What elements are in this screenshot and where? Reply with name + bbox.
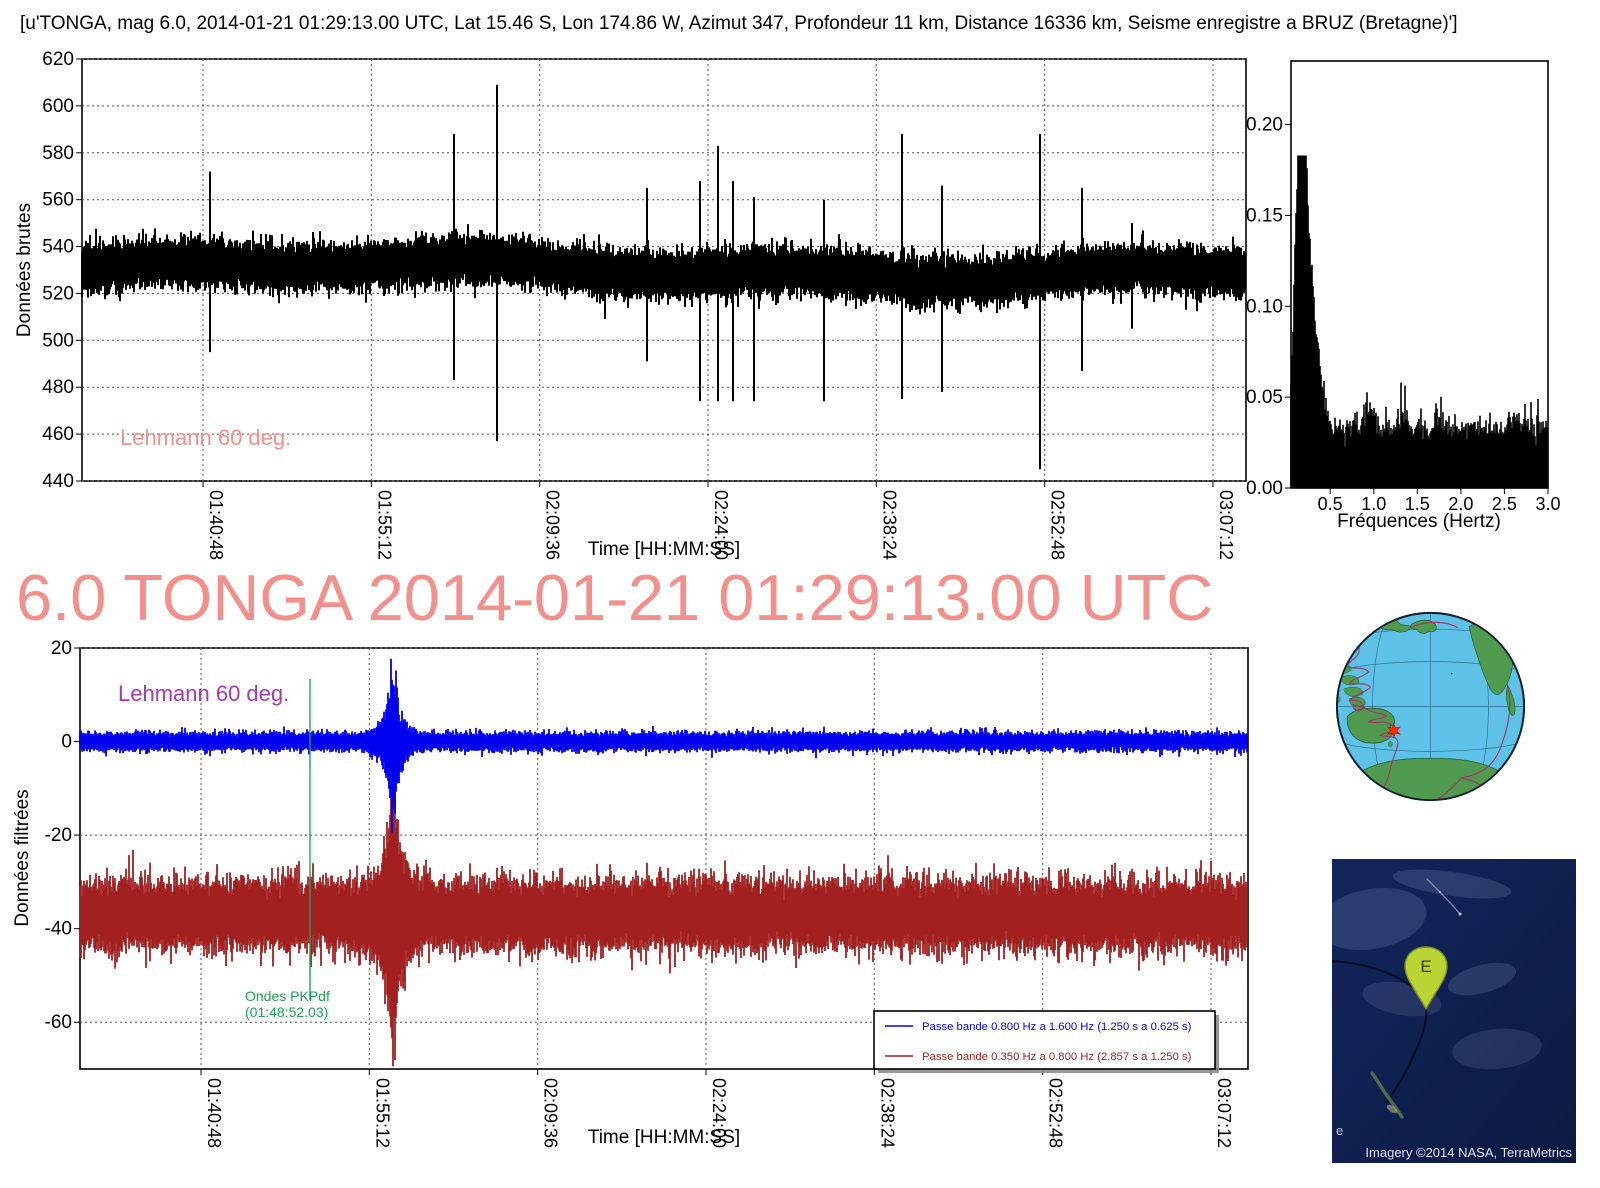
svg-text:02:52:48: 02:52:48 [1046, 1078, 1066, 1148]
svg-text:01:40:48: 01:40:48 [204, 1078, 224, 1148]
svg-text:Lehmann 60 deg.: Lehmann 60 deg. [118, 681, 289, 706]
svg-text:3.0: 3.0 [1535, 494, 1560, 514]
svg-text:-60: -60 [45, 1012, 72, 1033]
svg-text:E: E [1420, 957, 1431, 976]
svg-text:20: 20 [51, 638, 72, 659]
svg-text:Imagery ©2014 NASA, TerraMetri: Imagery ©2014 NASA, TerraMetrics [1365, 1145, 1572, 1160]
svg-text:-40: -40 [45, 919, 72, 940]
svg-text:e: e [1336, 1123, 1343, 1138]
svg-text:03:07:12: 03:07:12 [1214, 1078, 1234, 1148]
svg-text:Passe bande 0.800 Hz a 1.600 H: Passe bande 0.800 Hz a 1.600 Hz (1.250 s… [922, 1021, 1192, 1033]
svg-text:02:09:36: 02:09:36 [541, 1078, 561, 1148]
svg-text:Passe bande 0.350 Hz a 0.800 H: Passe bande 0.350 Hz a 0.800 Hz (2.857 s… [922, 1051, 1192, 1063]
svg-text:01:55:12: 01:55:12 [372, 1078, 392, 1148]
svg-text:Ondes PKPdf: Ondes PKPdf [245, 988, 330, 1004]
svg-text:(01:48:52.03): (01:48:52.03) [245, 1004, 328, 1020]
svg-text:02:38:24: 02:38:24 [877, 1078, 897, 1148]
svg-text:-20: -20 [45, 825, 72, 846]
svg-text:Time [HH:MM:SS]: Time [HH:MM:SS] [588, 1127, 740, 1148]
svg-text:Fréquences (Hertz): Fréquences (Hertz) [1337, 511, 1501, 532]
svg-text:0: 0 [61, 732, 72, 753]
svg-text:Données filtrées: Données filtrées [12, 789, 33, 926]
